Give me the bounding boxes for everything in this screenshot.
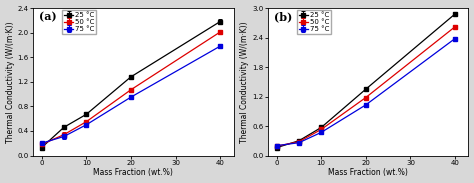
X-axis label: Mass Fraction (wt.%): Mass Fraction (wt.%)	[328, 168, 408, 178]
Y-axis label: Thermal Conductivity (W/(m·K)): Thermal Conductivity (W/(m·K))	[240, 21, 249, 143]
Text: (a): (a)	[39, 11, 56, 22]
Y-axis label: Thermal Conductivity (W/(m·K)): Thermal Conductivity (W/(m·K))	[6, 21, 15, 143]
Legend: 25 °C, 50 °C, 75 °C: 25 °C, 50 °C, 75 °C	[297, 10, 331, 34]
Legend: 25 °C, 50 °C, 75 °C: 25 °C, 50 °C, 75 °C	[62, 10, 96, 34]
Text: (b): (b)	[273, 11, 292, 22]
X-axis label: Mass Fraction (wt.%): Mass Fraction (wt.%)	[93, 168, 173, 178]
